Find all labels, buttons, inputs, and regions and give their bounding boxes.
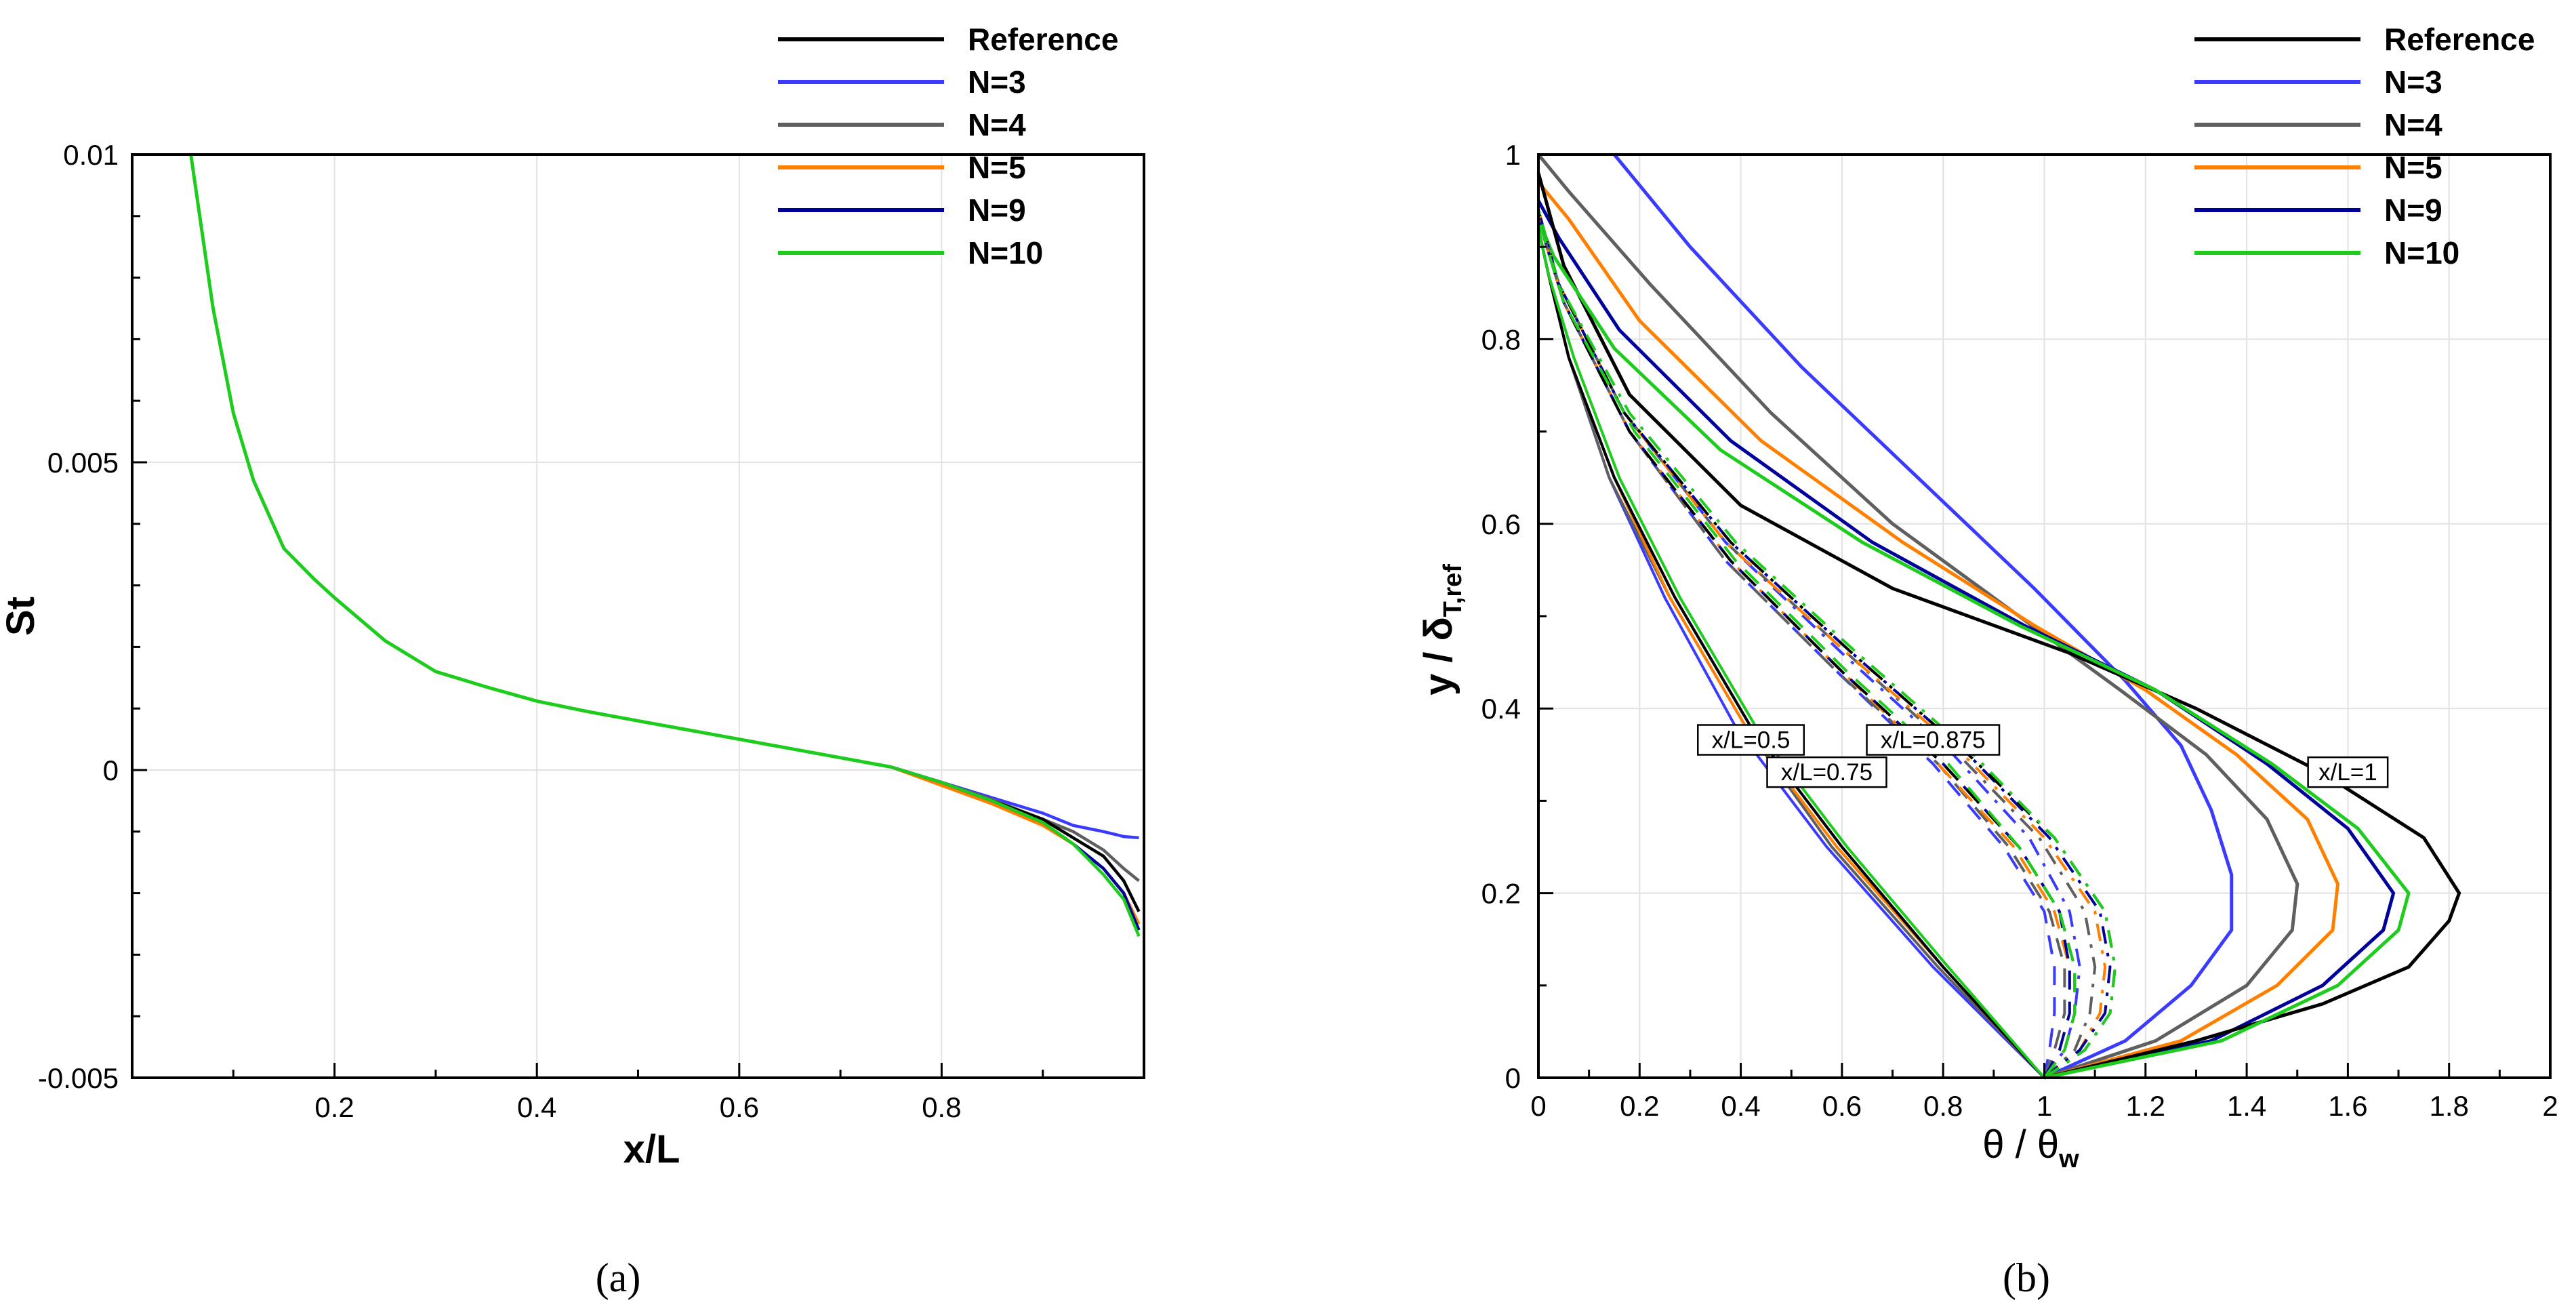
panel-b-y-axis-label-sub: T,ref xyxy=(1439,564,1467,617)
y-tick-label: 0 xyxy=(103,754,119,786)
series-line-x-l-0-75-reference xyxy=(1537,218,2077,1079)
station-label-box xyxy=(1697,724,1805,756)
station-label-x-l-0-75: x/L=0.75 xyxy=(1766,756,1887,788)
series-line-x-l-0-875-n-10 xyxy=(1537,209,2117,1079)
series-line-n-5 xyxy=(891,765,1141,925)
x-tick-label: 0.4 xyxy=(1721,1090,1760,1122)
x-tick-label: 0 xyxy=(1530,1090,1546,1122)
panel-a-st-vs-xl: 0.2 0.4 0.6 0.8 -0.005 0 0.005 0.01 x/L St Refe… xyxy=(0,22,1145,1300)
panel-a-grid xyxy=(132,155,1144,1078)
y-tick-label: 0.4 xyxy=(1481,693,1521,725)
series-line-x-l-1-n-3 xyxy=(1613,153,2234,1080)
station-label-box xyxy=(1766,756,1887,788)
series-line-x-l-0-75-n-4 xyxy=(1537,218,2066,1078)
series-line-x-l-1-n-10 xyxy=(1536,218,2411,1080)
x-tick-label: 0.8 xyxy=(922,1091,961,1123)
station-label-box xyxy=(2307,756,2389,788)
series-line-x-l-0-5-n-10 xyxy=(1537,228,2046,1079)
panel-b-temperature-profiles: 0 0.2 0.4 0.6 0.8 1 1.2 1.4 1.6 1.8 2 0 0.2 0.4 0.6 0.8… xyxy=(1416,22,2558,1300)
y-tick-label: 0.8 xyxy=(1481,323,1521,355)
x-tick-label: 0.4 xyxy=(517,1091,556,1123)
panel-a-frame xyxy=(131,153,1145,1079)
panel-a-caption: (a) xyxy=(596,1255,641,1300)
panel-b-ticks: 0 0.2 0.4 0.6 0.8 1 1.2 1.4 1.6 1.8 2 0 0.2 0.4 0.6 0.8… xyxy=(1481,139,2558,1122)
station-label-text: x/L=1 xyxy=(2318,759,2377,786)
panel-a-legend: Reference N=3 N=4 N=5 N=9 N=10 xyxy=(778,22,1118,270)
profile-x-l-0-875 xyxy=(1537,209,2117,1079)
series-line-n-10 xyxy=(891,765,1141,937)
x-tick-label: 0.8 xyxy=(1923,1090,1963,1122)
legend-label-reference: Reference xyxy=(2384,22,2535,57)
series-line-common xyxy=(189,154,892,769)
x-tick-label: 0.2 xyxy=(1620,1090,1659,1122)
station-label-text: x/L=0.5 xyxy=(1712,727,1791,754)
y-tick-label: -0.005 xyxy=(38,1062,119,1094)
panel-b-y-axis-label: y / δT,ref xyxy=(1416,564,1467,695)
legend-label-n-3: N=3 xyxy=(2384,64,2442,100)
series-line-n-4 xyxy=(891,765,1140,883)
station-label-box xyxy=(1866,724,2001,756)
panel-a-ticks: 0.2 0.4 0.6 0.8 -0.005 0 0.005 0.01 xyxy=(38,139,1044,1123)
x-tick-label: 1.2 xyxy=(2126,1090,2165,1122)
series-line-x-l-0-875-reference xyxy=(1537,209,2117,1079)
panel-a-series xyxy=(189,154,1141,937)
series-line-x-l-0-875-n-9 xyxy=(1537,209,2112,1079)
series-line-x-l-1-n-5 xyxy=(1537,181,2340,1080)
x-tick-label: 1.8 xyxy=(2430,1090,2469,1122)
profile-x-l-0-5 xyxy=(1537,228,2046,1079)
legend-label-n-9: N=9 xyxy=(2384,193,2442,228)
station-label-text: x/L=0.875 xyxy=(1881,727,1986,754)
series-line-x-l-0-5-reference xyxy=(1537,228,2045,1079)
x-tick-label: 1.6 xyxy=(2328,1090,2367,1122)
x-tick-label: 1.4 xyxy=(2227,1090,2266,1122)
legend-label-n-9: N=9 xyxy=(968,193,1026,228)
y-tick-label: 0 xyxy=(1505,1062,1521,1094)
panel-b-legend: Reference N=3 N=4 N=5 N=9 N=10 xyxy=(2194,22,2535,270)
series-line-x-l-0-875-n-5 xyxy=(1537,209,2107,1079)
y-tick-label: 0.01 xyxy=(63,139,119,171)
legend-label-reference: Reference xyxy=(968,22,1118,57)
y-tick-label: 0.6 xyxy=(1481,508,1521,540)
station-label-text: x/L=0.75 xyxy=(1781,759,1873,786)
y-tick-label: 0.005 xyxy=(47,447,119,479)
station-label-x-l-0-5: x/L=0.5 xyxy=(1697,724,1805,756)
y-tick-label: 1 xyxy=(1505,139,1521,171)
series-line-x-l-0-75-n-9 xyxy=(1537,218,2071,1078)
series-line-x-l-1-n-4 xyxy=(1537,153,2299,1080)
station-label-x-l-1: x/L=1 xyxy=(2307,756,2389,788)
legend-label-n-4: N=4 xyxy=(968,107,1026,142)
y-tick-label: 0.2 xyxy=(1481,878,1521,910)
panel-a-y-axis-label: St xyxy=(0,597,43,636)
x-tick-label: 0.6 xyxy=(720,1091,759,1123)
legend-label-n-3: N=3 xyxy=(968,64,1026,100)
station-label-x-l-0-875: x/L=0.875 xyxy=(1866,724,2001,756)
x-tick-label: 2 xyxy=(2542,1090,2558,1122)
series-line-x-l-0-75-n-10 xyxy=(1537,218,2077,1079)
x-tick-label: 0.6 xyxy=(1822,1090,1862,1122)
panel-b-x-axis-label-sub: w xyxy=(2058,1145,2079,1173)
series-line-x-l-1-n-9 xyxy=(1536,199,2396,1080)
profile-x-l-0-75 xyxy=(1537,218,2077,1079)
legend-label-n-4: N=4 xyxy=(2384,107,2442,142)
legend-label-n-10: N=10 xyxy=(2384,235,2459,270)
panel-b-series xyxy=(1536,153,2461,1080)
legend-label-n-5: N=5 xyxy=(2384,150,2442,185)
panel-b-x-axis-label: θ / θw xyxy=(1982,1123,2079,1173)
series-line-x-l-0-75-n-5 xyxy=(1537,218,2071,1078)
panel-b-y-axis-label-main: y / δ xyxy=(1416,617,1460,695)
x-tick-label: 0.2 xyxy=(314,1091,354,1123)
series-line-x-l-0-875-n-4 xyxy=(1537,209,2097,1079)
panel-b-x-axis-label-main: θ / θ xyxy=(1982,1123,2059,1167)
panel-a-x-axis-label: x/L xyxy=(623,1127,680,1171)
legend-label-n-10: N=10 xyxy=(968,235,1043,270)
panel-b-station-labels: x/L=0.5 x/L=0.75 x/L=0.875 x/L=1 xyxy=(1697,724,2389,788)
x-tick-label: 1 xyxy=(2037,1090,2052,1122)
panel-b-caption: (b) xyxy=(2003,1255,2050,1300)
series-line-reference xyxy=(891,765,1141,912)
legend-label-n-5: N=5 xyxy=(968,150,1026,185)
